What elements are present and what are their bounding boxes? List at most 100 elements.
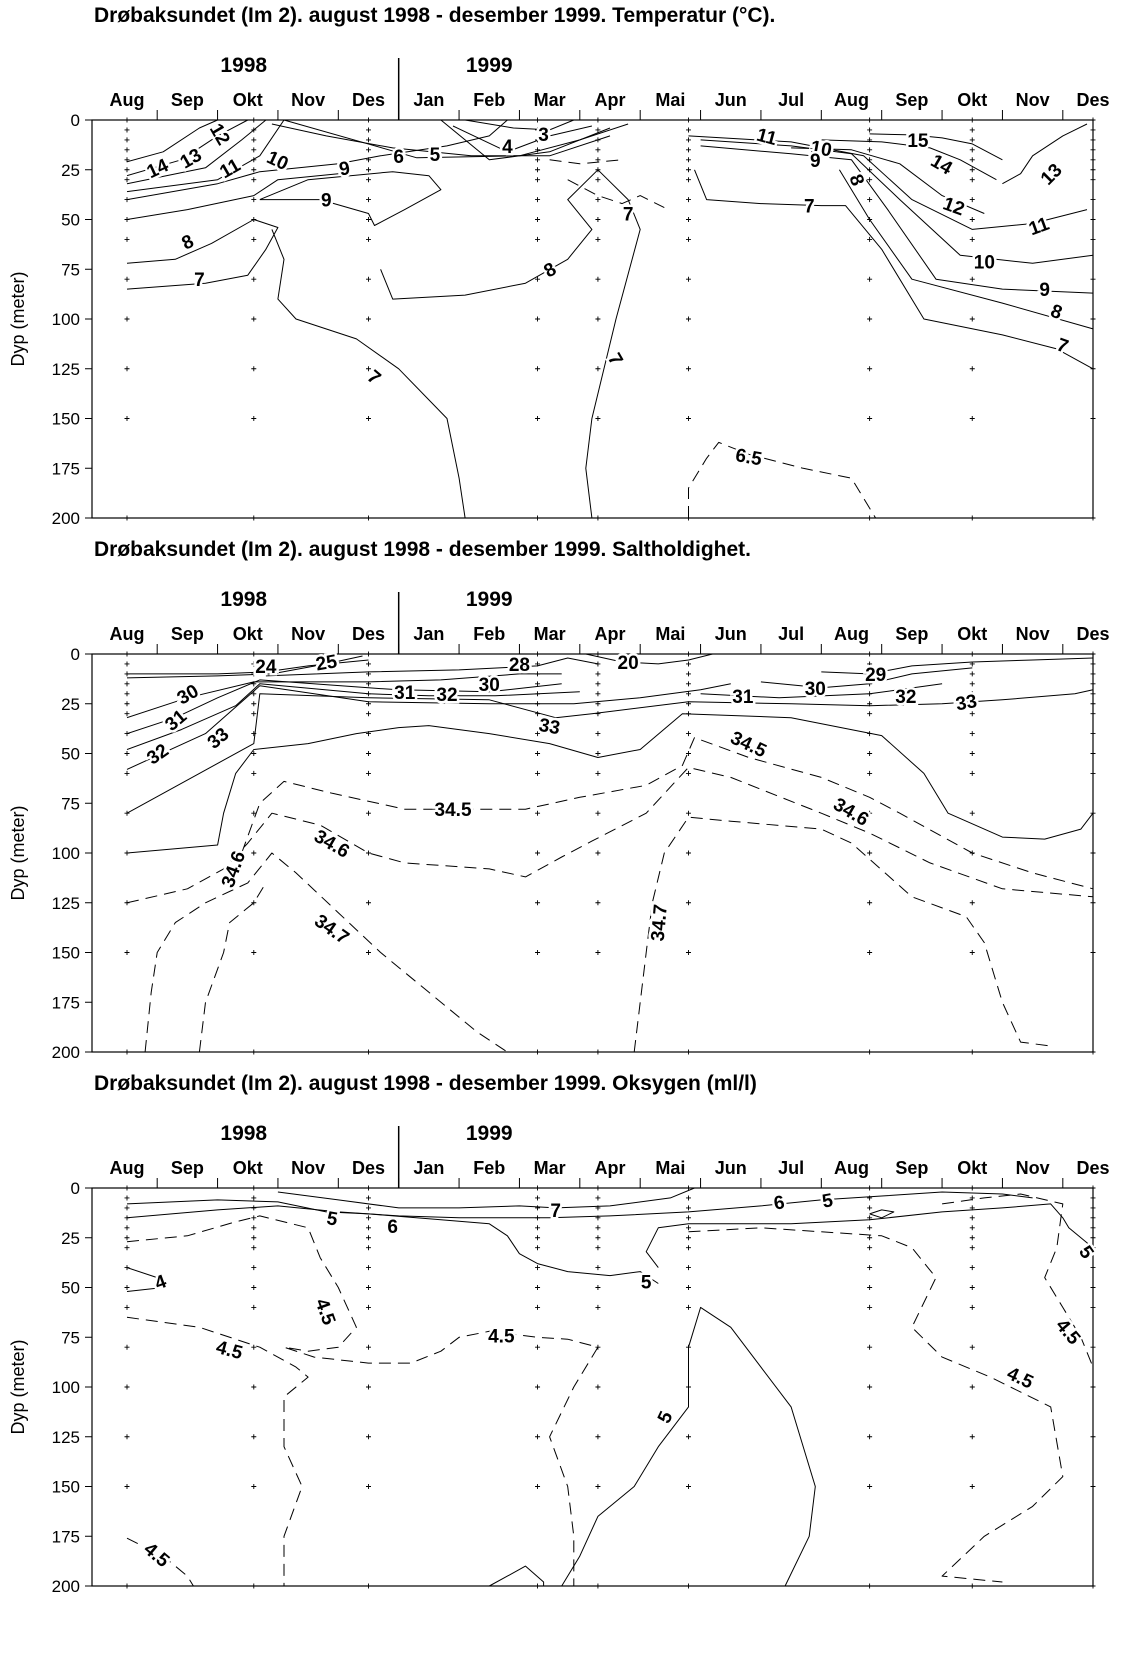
sample-marker (969, 1049, 975, 1055)
sample-marker (595, 1484, 601, 1489)
sample-marker (867, 117, 873, 123)
sample-marker (366, 1205, 371, 1211)
sample-marker (1090, 316, 1096, 322)
sample-marker (969, 681, 975, 687)
sample-marker (124, 1235, 130, 1241)
sample-marker (535, 1583, 541, 1589)
sample-marker (685, 810, 691, 816)
sample-marker (969, 810, 975, 816)
month-label: Sep (171, 90, 204, 110)
month-label: Des (352, 90, 385, 110)
sample-marker (685, 236, 691, 242)
sample-marker (595, 1235, 601, 1241)
sample-marker (867, 366, 873, 372)
isoline (688, 1227, 1064, 1583)
sample-marker (366, 1484, 371, 1489)
sample-marker (535, 366, 541, 372)
sample-marker (969, 217, 975, 222)
sample-marker (1090, 167, 1096, 173)
month-label: Okt (957, 90, 987, 110)
sample-marker (251, 316, 257, 322)
sample-marker (867, 1235, 873, 1241)
sample-marker (124, 276, 130, 282)
sample-marker (251, 691, 257, 697)
sample-marker (867, 770, 873, 776)
sample-marker (595, 217, 601, 222)
sample-marker (595, 1384, 601, 1390)
contour-label: 7 (603, 350, 626, 370)
contour-label-halo: 4.5 (488, 1326, 515, 1347)
isoline (126, 1215, 599, 1586)
month-label: Mar (534, 90, 566, 110)
sample-marker (1090, 691, 1096, 697)
sample-marker (251, 137, 257, 143)
isoline (283, 119, 629, 159)
sample-marker (969, 316, 975, 322)
sample-marker (124, 1434, 130, 1440)
sample-marker (535, 197, 541, 203)
sample-marker (867, 236, 873, 242)
year-label: 1999 (466, 588, 513, 611)
contour-label: 33 (537, 715, 561, 739)
isoline (549, 159, 623, 165)
sample-marker (595, 900, 601, 906)
contour-label: 28 (509, 655, 530, 676)
sample-marker (1090, 197, 1096, 203)
sample-marker (124, 137, 130, 143)
contour-label: 32 (143, 740, 172, 769)
contour-label: 5 (821, 1190, 835, 1213)
chart-title-oksygen: Drøbaksundet (Im 2). august 1998 - desem… (94, 1072, 757, 1095)
sample-marker (1090, 950, 1096, 955)
sample-marker (1090, 157, 1096, 163)
contour-label: 5 (430, 145, 441, 166)
isoline (380, 169, 599, 300)
contour-label-halo: 20 (618, 653, 639, 674)
sample-marker (867, 1384, 873, 1390)
y-tick-label: 75 (61, 1328, 80, 1347)
sample-marker (366, 1583, 371, 1589)
contour-label: 9 (338, 158, 352, 181)
sample-marker (1090, 1265, 1096, 1271)
plot-frame (91, 1187, 1094, 1587)
sample-marker (124, 711, 130, 717)
sample-marker (969, 1285, 975, 1290)
month-label: Nov (1016, 624, 1050, 644)
sample-marker (867, 127, 873, 133)
sample-marker (685, 1225, 691, 1231)
month-label: Mai (655, 90, 685, 110)
contour-label: 10 (809, 137, 833, 161)
month-label: Des (1076, 90, 1109, 110)
sample-marker (969, 276, 975, 282)
sample-marker (366, 1265, 371, 1271)
sample-marker (867, 1285, 873, 1290)
sample-marker (251, 236, 257, 242)
sample-marker (867, 416, 873, 421)
sample-marker (535, 751, 541, 756)
isoline (700, 145, 1094, 294)
sample-marker (1090, 1195, 1096, 1201)
sample-marker (251, 1265, 257, 1271)
sample-marker (366, 661, 371, 667)
isoline (126, 1316, 309, 1586)
month-label: Aug (834, 90, 869, 110)
isoline (271, 229, 466, 519)
sample-marker (251, 515, 257, 521)
sample-marker (124, 1245, 130, 1251)
sample-marker (1090, 276, 1096, 282)
sample-marker (1090, 217, 1096, 222)
sample-marker (251, 1384, 257, 1390)
year-label: 1999 (466, 1122, 513, 1145)
y-tick-label: 175 (52, 1527, 80, 1546)
month-label: Aug (110, 624, 145, 644)
contour-label: 30 (805, 679, 826, 700)
sample-marker (1090, 731, 1096, 737)
y-tick-label: 0 (71, 111, 80, 130)
sample-marker (366, 810, 371, 816)
y-tick-label: 75 (61, 794, 80, 813)
sample-marker (867, 810, 873, 816)
sample-marker (366, 1235, 371, 1241)
contour-label: 11 (1026, 213, 1052, 240)
month-label: Sep (895, 90, 928, 110)
isoline (126, 683, 580, 750)
sample-marker (124, 1304, 130, 1310)
